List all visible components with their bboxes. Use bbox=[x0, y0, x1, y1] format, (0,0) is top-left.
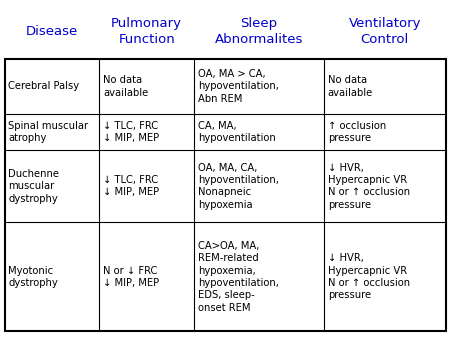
Text: Duchenne
muscular
dystrophy: Duchenne muscular dystrophy bbox=[8, 169, 59, 203]
Text: OA, MA > CA,
hypoventilation,
Abn REM: OA, MA > CA, hypoventilation, Abn REM bbox=[198, 69, 279, 104]
Text: OA, MA, CA,
hypoventilation,
Nonapneic
hypoxemia: OA, MA, CA, hypoventilation, Nonapneic h… bbox=[198, 163, 279, 210]
Text: N or ↓ FRC
↓ MIP, MEP: N or ↓ FRC ↓ MIP, MEP bbox=[103, 266, 159, 288]
Text: Disease: Disease bbox=[26, 25, 78, 38]
Text: CA>OA, MA,
REM-related
hypoxemia,
hypoventilation,
EDS, sleep-
onset REM: CA>OA, MA, REM-related hypoxemia, hypove… bbox=[198, 241, 279, 313]
Text: ↓ TLC, FRC
↓ MIP, MEP: ↓ TLC, FRC ↓ MIP, MEP bbox=[103, 175, 159, 197]
Text: No data
available: No data available bbox=[103, 75, 148, 98]
Text: Pulmonary
Function: Pulmonary Function bbox=[111, 17, 182, 46]
Text: CA, MA,
hypoventilation: CA, MA, hypoventilation bbox=[198, 121, 275, 143]
Text: ↓ TLC, FRC
↓ MIP, MEP: ↓ TLC, FRC ↓ MIP, MEP bbox=[103, 121, 159, 143]
Text: Sleep
Abnormalites: Sleep Abnormalites bbox=[215, 17, 303, 46]
Text: Myotonic
dystrophy: Myotonic dystrophy bbox=[8, 266, 58, 288]
Text: ↑ occlusion
pressure: ↑ occlusion pressure bbox=[328, 121, 386, 143]
Text: No data
available: No data available bbox=[328, 75, 373, 98]
Text: Spinal muscular
atrophy: Spinal muscular atrophy bbox=[8, 121, 88, 143]
Text: Cerebral Palsy: Cerebral Palsy bbox=[8, 81, 79, 91]
Text: ↓ HVR,
Hypercapnic VR
N or ↑ occlusion
pressure: ↓ HVR, Hypercapnic VR N or ↑ occlusion p… bbox=[328, 253, 410, 300]
Text: ↓ HVR,
Hypercapnic VR
N or ↑ occlusion
pressure: ↓ HVR, Hypercapnic VR N or ↑ occlusion p… bbox=[328, 163, 410, 210]
Text: Ventilatory
Control: Ventilatory Control bbox=[349, 17, 421, 46]
Bar bbox=[4, 59, 446, 331]
